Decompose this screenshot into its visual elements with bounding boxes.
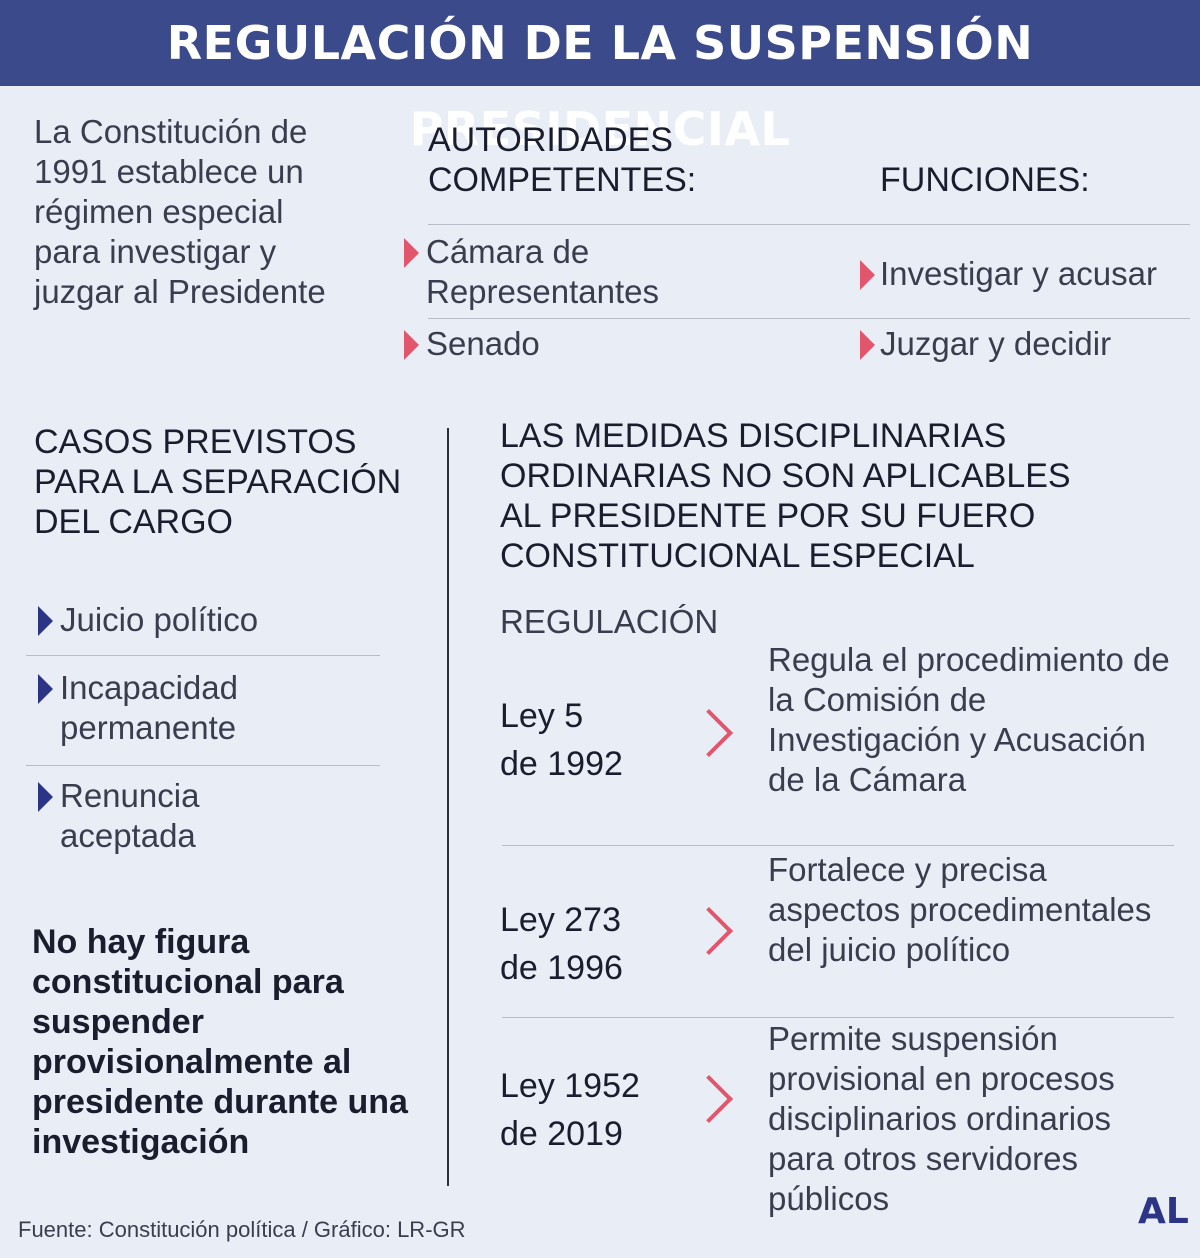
- source-footer: Fuente: Constitución política / Gráfico:…: [18, 1217, 466, 1242]
- intro-text: La Constitución de 1991 establece un rég…: [34, 113, 326, 310]
- authority-camara: Cámara de Representantes: [426, 233, 659, 310]
- triangle-marker-icon: [38, 606, 53, 636]
- function-investigar: Investigar y acusar: [880, 255, 1157, 292]
- law-name: Ley 1952 de 2019: [500, 1067, 640, 1153]
- function-juzgar: Juzgar y decidir: [880, 325, 1112, 362]
- law-name: Ley 5 de 1992: [500, 697, 623, 783]
- triangle-marker-icon: [404, 330, 419, 360]
- law-description: Permite suspensión provisional en proces…: [768, 1020, 1115, 1217]
- brand-logo: AL: [1138, 1191, 1189, 1232]
- page-title: REGULACIÓN DE LA SUSPENSIÓN PRESIDENCIAL: [0, 0, 1200, 156]
- regulation-subheading: REGULACIÓN: [500, 603, 719, 640]
- divider: [428, 224, 1190, 225]
- cases-heading: CASOS PREVISTOS PARA LA SEPARACIÓN DEL C…: [34, 423, 402, 541]
- case-item: Juicio político: [60, 601, 259, 638]
- divider: [502, 845, 1174, 846]
- note-text: No hay figura constitucional para suspen…: [32, 923, 408, 1161]
- triangle-marker-icon: [404, 238, 419, 268]
- divider: [428, 318, 1190, 319]
- law-description: Fortalece y precisa aspectos procediment…: [768, 851, 1152, 968]
- functions-heading: FUNCIONES:: [880, 161, 1090, 199]
- case-item: Incapacidad permanente: [60, 669, 238, 746]
- law-description: Regula el procedimiento de la Comisión d…: [768, 641, 1170, 798]
- divider: [26, 655, 380, 656]
- divider: [26, 765, 380, 766]
- divider: [502, 1017, 1174, 1018]
- triangle-marker-icon: [860, 330, 875, 360]
- case-item: Renuncia aceptada: [60, 777, 200, 854]
- authority-senado: Senado: [426, 325, 540, 362]
- triangle-marker-icon: [38, 782, 53, 812]
- measures-heading: LAS MEDIDAS DISCIPLINARIAS ORDINARIAS NO…: [500, 417, 1071, 575]
- law-name: Ley 273 de 1996: [500, 901, 623, 987]
- authorities-heading: AUTORIDADES COMPETENTES:: [428, 121, 697, 199]
- column-divider: [447, 428, 449, 1186]
- triangle-marker-icon: [38, 674, 53, 704]
- triangle-marker-icon: [860, 260, 875, 290]
